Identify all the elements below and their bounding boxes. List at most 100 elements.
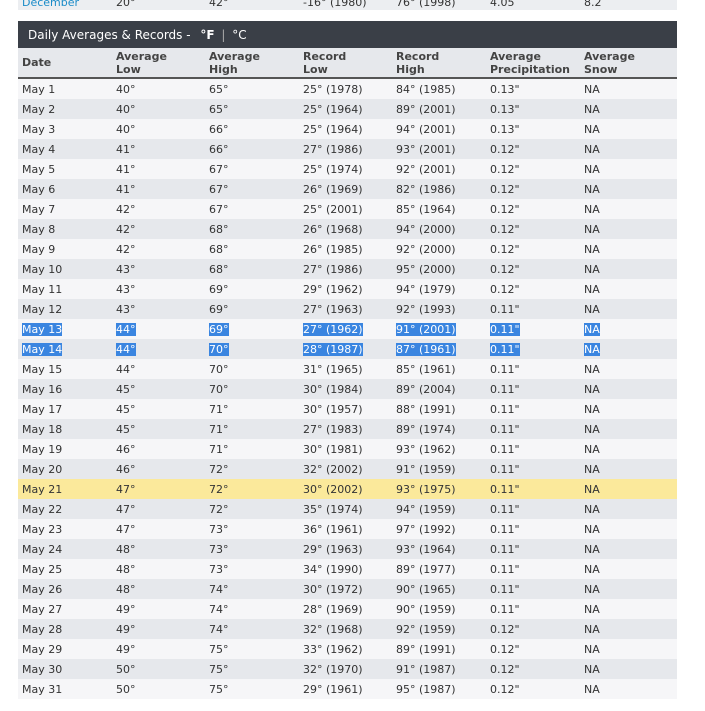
table-cell: May 30 xyxy=(22,663,63,676)
table-cell: NA xyxy=(584,623,600,636)
section-header: Daily Averages & Records - °F | °C xyxy=(18,21,677,48)
table-cell: 95° (2000) xyxy=(396,263,456,276)
table-cell: 28° (1969) xyxy=(303,603,363,616)
table-cell: 88° (1991) xyxy=(396,403,456,416)
table-cell: 48° xyxy=(116,543,136,556)
table-cell: May 13 xyxy=(22,323,63,336)
previous-table-row: December 20° 42° -16° (1980) 76° (1998) … xyxy=(18,0,677,10)
table-cell: NA xyxy=(584,443,600,456)
section-title: Daily Averages & Records - xyxy=(28,28,191,42)
table-cell: 68° xyxy=(209,223,229,236)
table-cell: 65° xyxy=(209,103,229,116)
table-cell: 70° xyxy=(209,383,229,396)
table-cell: NA xyxy=(584,223,600,236)
table-cell: 91° (1959) xyxy=(396,463,456,476)
table-cell: 25° (1964) xyxy=(303,103,363,116)
table-cell: 45° xyxy=(116,403,136,416)
unit-celsius-toggle[interactable]: °C xyxy=(232,28,247,42)
table-cell: 74° xyxy=(209,583,229,596)
table-cell: 30° (1981) xyxy=(303,443,363,456)
table-cell: 33° (1962) xyxy=(303,643,363,656)
cell: 42° xyxy=(209,0,229,9)
unit-separator: | xyxy=(221,28,226,42)
table-row: May 30 50° 75° 32° (1970) 91° (1987) 0.12" NA xyxy=(18,659,677,679)
table-row: May 20 46° 72° 32° (2002) 91° (1959) 0.11" NA xyxy=(18,459,677,479)
header-line: Date xyxy=(22,56,52,69)
table-cell: 0.11" xyxy=(490,303,520,316)
table-cell: 0.11" xyxy=(490,403,520,416)
table-cell: NA xyxy=(584,203,600,216)
table-cell: 30° (1984) xyxy=(303,383,363,396)
table-cell: 97° (1992) xyxy=(396,523,456,536)
table-cell: May 31 xyxy=(22,683,63,696)
table-cell: 47° xyxy=(116,503,136,516)
header-line: High xyxy=(396,63,425,76)
table-cell: 43° xyxy=(116,283,136,296)
table-cell: May 27 xyxy=(22,603,63,616)
table-cell: NA xyxy=(584,123,600,136)
table-cell: 68° xyxy=(209,243,229,256)
table-cell: NA xyxy=(584,363,600,376)
table-cell: 40° xyxy=(116,103,136,116)
unit-fahrenheit-toggle[interactable]: °F xyxy=(200,28,215,42)
table-cell: 0.12" xyxy=(490,163,520,176)
table-cell: May 24 xyxy=(22,543,63,556)
table-row: May 10 43° 68° 27° (1986) 95° (2000) 0.12" NA xyxy=(18,259,677,279)
header-line: Low xyxy=(116,63,141,76)
table-cell: 94° (1959) xyxy=(396,503,456,516)
table-cell: 35° (1974) xyxy=(303,503,363,516)
table-cell: 93° (1975) xyxy=(396,483,456,496)
table-cell: May 16 xyxy=(22,383,63,396)
table-cell: 0.12" xyxy=(490,683,520,696)
table-cell: 95° (1987) xyxy=(396,683,456,696)
table-cell: 92° (1959) xyxy=(396,623,456,636)
table-cell: 36° (1961) xyxy=(303,523,363,536)
cell: 20° xyxy=(116,0,136,9)
table-row: May 1 40° 65° 25° (1978) 84° (1985) 0.13" NA xyxy=(18,79,677,99)
table-cell: 90° (1965) xyxy=(396,583,456,596)
table-row: May 16 45° 70° 30° (1984) 89° (2004) 0.11" NA xyxy=(18,379,677,399)
table-cell: May 7 xyxy=(22,203,56,216)
table-cell: 0.12" xyxy=(490,143,520,156)
table-row: May 12 43° 69° 27° (1963) 92° (1993) 0.11" NA xyxy=(18,299,677,319)
table-cell: 84° (1985) xyxy=(396,83,456,96)
table-cell: NA xyxy=(584,143,600,156)
table-cell: May 11 xyxy=(22,283,63,296)
table-cell: 89° (1974) xyxy=(396,423,456,436)
table-cell: 48° xyxy=(116,583,136,596)
table-row: May 25 48° 73° 34° (1990) 89° (1977) 0.11" NA xyxy=(18,559,677,579)
table-row: May 9 42° 68° 26° (1985) 92° (2000) 0.12" NA xyxy=(18,239,677,259)
table-cell: 27° (1986) xyxy=(303,263,363,276)
header-line: Average xyxy=(116,50,167,63)
table-cell: 93° (1964) xyxy=(396,543,456,556)
table-cell: 44° xyxy=(116,323,136,336)
table-cell: 71° xyxy=(209,423,229,436)
table-cell: NA xyxy=(584,683,600,696)
table-cell: 42° xyxy=(116,223,136,236)
table-cell: 26° (1985) xyxy=(303,243,363,256)
table-row: May 27 49° 74° 28° (1969) 90° (1959) 0.11" NA xyxy=(18,599,677,619)
table-cell: 69° xyxy=(209,303,229,316)
month-link[interactable]: December xyxy=(22,0,80,9)
table-row: May 21 47° 72° 30° (2002) 93° (1975) 0.11" NA xyxy=(18,479,677,499)
table-cell: 30° (1957) xyxy=(303,403,363,416)
table-cell: 92° (1993) xyxy=(396,303,456,316)
table-cell: 0.13" xyxy=(490,83,520,96)
table-cell: NA xyxy=(584,383,600,396)
cell: 4.05 xyxy=(490,0,515,9)
table-cell: 46° xyxy=(116,463,136,476)
table-cell: NA xyxy=(584,243,600,256)
table-cell: 0.12" xyxy=(490,283,520,296)
table-cell: 46° xyxy=(116,443,136,456)
table-cell: NA xyxy=(584,603,600,616)
table-cell: NA xyxy=(584,663,600,676)
table-cell: 0.12" xyxy=(490,663,520,676)
table-cell: 69° xyxy=(209,323,229,336)
table-cell: 92° (2000) xyxy=(396,243,456,256)
table-cell: 0.11" xyxy=(490,523,520,536)
table-cell: 0.11" xyxy=(490,563,520,576)
table-cell: 89° (2004) xyxy=(396,383,456,396)
column-header: Average Precipitation xyxy=(490,50,570,76)
table-cell: 75° xyxy=(209,683,229,696)
table-cell: 48° xyxy=(116,563,136,576)
